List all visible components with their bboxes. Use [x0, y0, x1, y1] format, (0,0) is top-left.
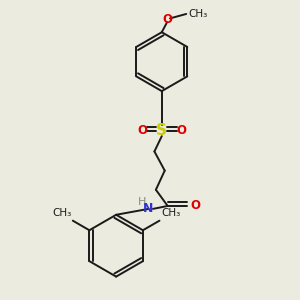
- Text: CH₃: CH₃: [188, 9, 208, 19]
- Text: O: O: [138, 124, 148, 137]
- Text: CH₃: CH₃: [161, 208, 180, 218]
- Text: O: O: [176, 124, 186, 137]
- Text: CH₃: CH₃: [52, 208, 71, 218]
- Text: O: O: [190, 200, 200, 212]
- Text: S: S: [156, 123, 167, 138]
- Text: O: O: [162, 14, 172, 26]
- Text: H: H: [138, 196, 146, 206]
- Text: N: N: [143, 202, 154, 215]
